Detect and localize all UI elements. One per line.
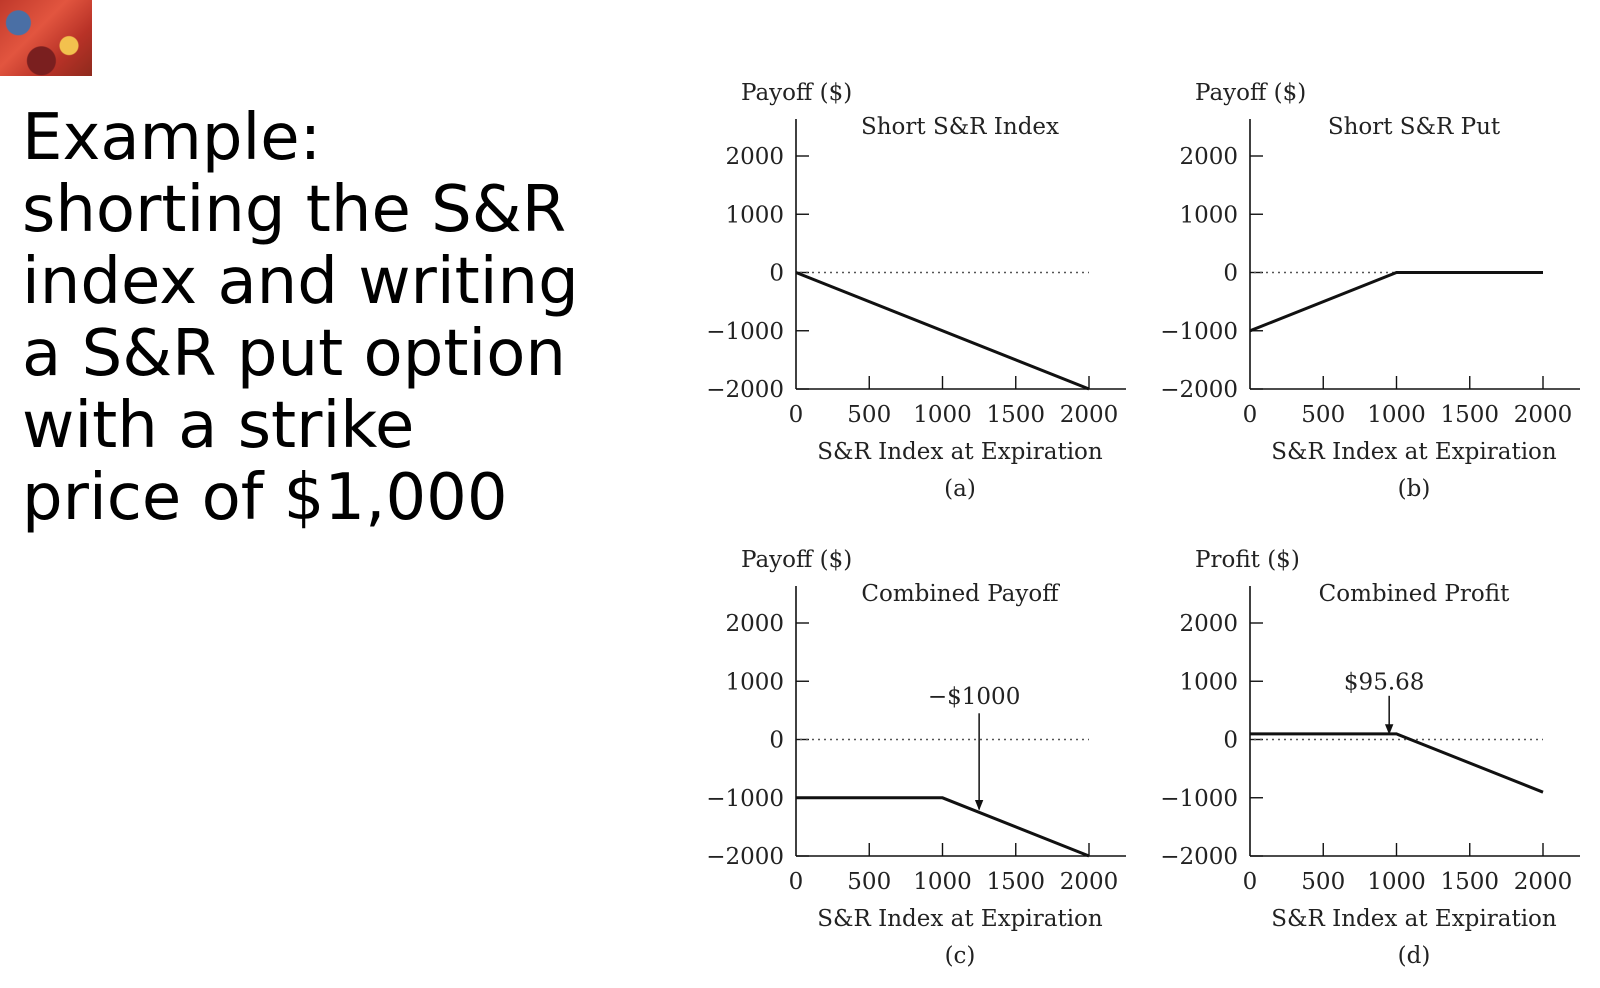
example-line: a S&R put option	[22, 317, 566, 391]
y-tick-label: −2000	[706, 377, 784, 403]
x-tick-label: 2000	[1060, 402, 1119, 428]
panel-label: (b)	[1398, 476, 1431, 502]
panel-label: (d)	[1398, 943, 1431, 969]
y-tick-label: 0	[1223, 728, 1238, 754]
annotation-label: $95.68	[1344, 669, 1424, 695]
y-tick-label: 2000	[1179, 611, 1238, 637]
x-tick-label: 0	[1243, 869, 1258, 895]
y-tick-label: 1000	[1179, 669, 1238, 695]
series-line	[796, 796, 1090, 858]
y-tick-label: 2000	[725, 611, 784, 637]
annotation-label: −$1000	[928, 684, 1020, 710]
y-tick-label: 1000	[1179, 202, 1238, 228]
x-tick-label: 1500	[1440, 402, 1499, 428]
x-tick-label: 1000	[1367, 869, 1426, 895]
y-tick-label: −1000	[1160, 786, 1238, 812]
y-tick-label: −2000	[1160, 844, 1238, 870]
y-axis-label: Payoff ($)	[741, 547, 852, 573]
example-line: price of $1,000	[22, 461, 508, 535]
series-line	[1250, 732, 1544, 794]
chart-title: Short S&R Index	[861, 114, 1059, 140]
y-tick-label: 2000	[725, 144, 784, 170]
y-tick-label: −1000	[706, 786, 784, 812]
x-tick-label: 1000	[913, 402, 972, 428]
x-tick-label: 0	[1243, 402, 1258, 428]
x-tick-label: 2000	[1514, 402, 1573, 428]
series-line	[1249, 271, 1543, 333]
example-line: index and writing	[22, 245, 579, 319]
x-tick-label: 500	[1301, 402, 1345, 428]
y-tick-label: −2000	[706, 844, 784, 870]
panel-label: (a)	[944, 476, 976, 502]
example-line: shorting the S&R	[22, 173, 567, 247]
chart-title: Combined Payoff	[861, 581, 1060, 607]
panel-label: (c)	[945, 943, 976, 969]
y-tick-label: 0	[769, 728, 784, 754]
x-tick-label: 1000	[1367, 402, 1426, 428]
example-line: with a strike	[22, 389, 415, 463]
x-axis-label: S&R Index at Expiration	[1271, 439, 1557, 465]
example-description: Example: shorting the S&R index and writ…	[22, 102, 662, 534]
y-axis-label: Profit ($)	[1195, 547, 1300, 573]
y-axis-label: Payoff ($)	[1195, 80, 1306, 106]
x-tick-label: 1500	[986, 869, 1045, 895]
y-tick-label: 0	[1223, 261, 1238, 287]
x-tick-label: 500	[847, 869, 891, 895]
x-tick-label: 2000	[1514, 869, 1573, 895]
x-tick-label: 0	[789, 869, 804, 895]
y-tick-label: −1000	[706, 319, 784, 345]
y-tick-label: −1000	[1160, 319, 1238, 345]
chart-title: Short S&R Put	[1328, 114, 1501, 140]
x-tick-label: 1000	[913, 869, 972, 895]
y-axis-label: Payoff ($)	[741, 80, 852, 106]
x-tick-label: 1500	[1440, 869, 1499, 895]
y-tick-label: −2000	[1160, 377, 1238, 403]
y-tick-label: 0	[769, 261, 784, 287]
y-tick-label: 1000	[725, 202, 784, 228]
x-tick-label: 500	[847, 402, 891, 428]
x-axis-label: S&R Index at Expiration	[1271, 906, 1557, 932]
x-axis-label: S&R Index at Expiration	[817, 906, 1103, 932]
y-tick-label: 1000	[725, 669, 784, 695]
x-tick-label: 500	[1301, 869, 1345, 895]
x-tick-label: 1500	[986, 402, 1045, 428]
slide-thumbnail-image	[0, 0, 92, 76]
y-tick-label: 2000	[1179, 144, 1238, 170]
chart-title: Combined Profit	[1319, 581, 1510, 607]
x-tick-label: 0	[789, 402, 804, 428]
x-tick-label: 2000	[1060, 869, 1119, 895]
example-line: Example:	[22, 101, 322, 175]
series-line	[795, 271, 1090, 391]
x-axis-label: S&R Index at Expiration	[817, 439, 1103, 465]
